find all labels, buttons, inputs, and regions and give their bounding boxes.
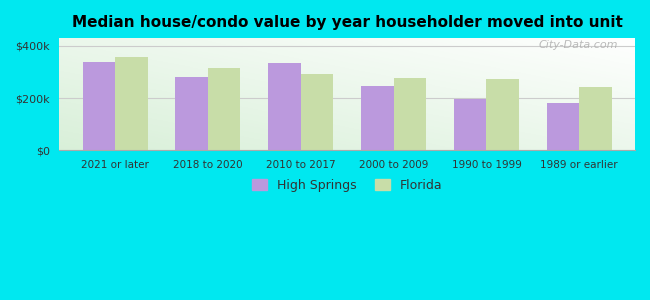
Bar bbox=[486, 79, 519, 150]
Legend: High Springs, Florida: High Springs, Florida bbox=[246, 172, 449, 198]
Bar bbox=[115, 57, 148, 150]
Bar bbox=[547, 103, 579, 150]
Bar bbox=[394, 78, 426, 150]
Bar bbox=[579, 87, 612, 150]
Bar bbox=[176, 77, 208, 150]
Bar bbox=[208, 68, 240, 150]
Bar bbox=[361, 85, 394, 150]
Bar bbox=[268, 63, 301, 150]
Bar bbox=[83, 61, 115, 150]
Text: City-Data.com: City-Data.com bbox=[538, 40, 617, 50]
Bar bbox=[454, 99, 486, 150]
Title: Median house/condo value by year householder moved into unit: Median house/condo value by year househo… bbox=[72, 15, 623, 30]
Bar bbox=[301, 74, 333, 150]
